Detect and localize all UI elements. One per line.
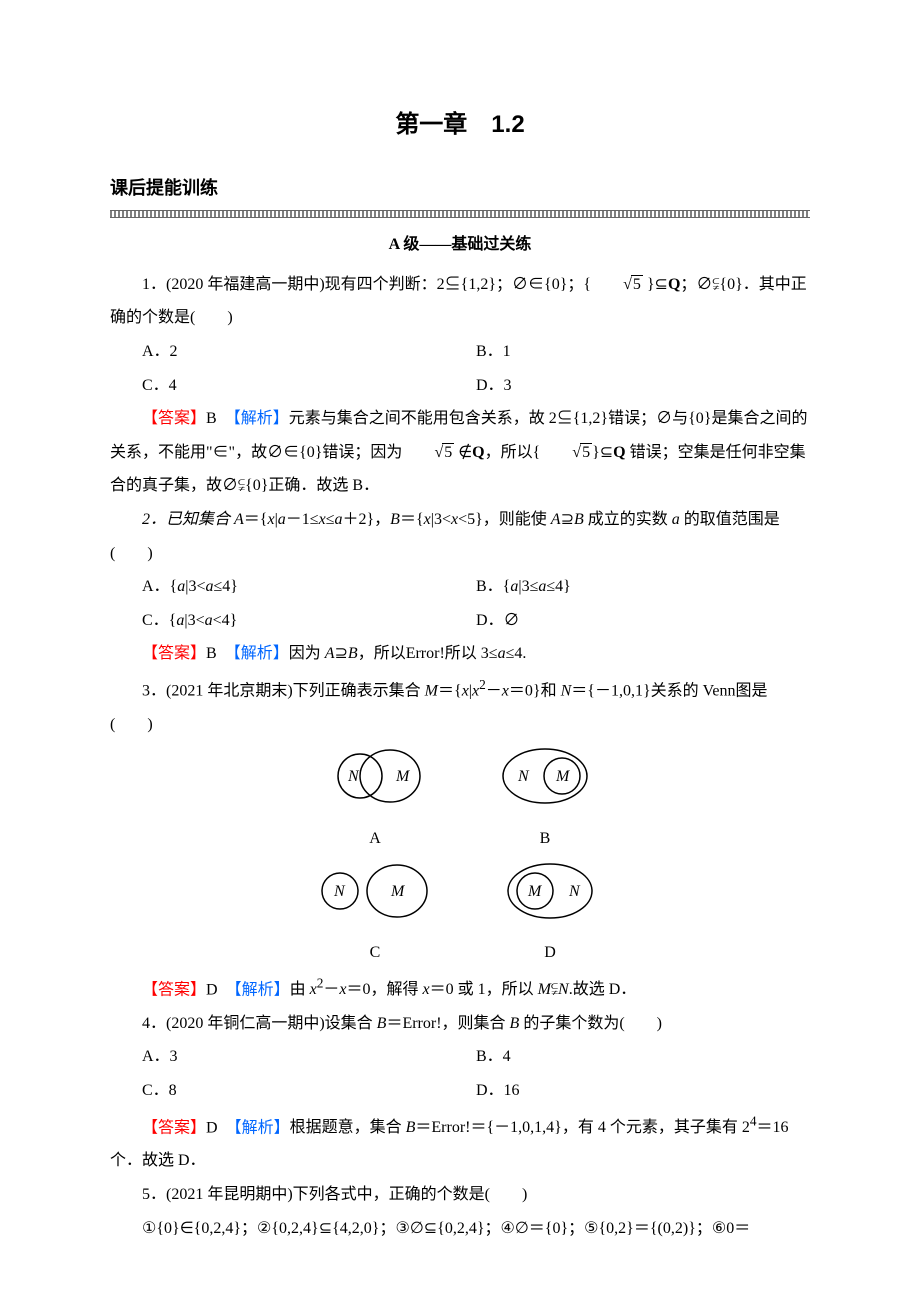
q4-answer: D (206, 1119, 234, 1136)
q1-exp-2: ，所以{ (485, 444, 541, 461)
sqrt-icon: 5 (540, 436, 592, 470)
q3-answer: D (206, 981, 234, 998)
q1-stem: 1．(2020 年福建高一期中)现有四个判断：2⊆{1,2}；∅∈{0}；{5 … (110, 268, 810, 335)
q1-stem-mid: }⊆ (643, 276, 668, 293)
venn-c: N M C (315, 860, 435, 970)
section-divider (110, 210, 810, 218)
explain-label: 【解析】 (234, 1119, 290, 1136)
q4-solution: 【答案】D 【解析】根据题意，集合 B＝Error!＝{－1,0,1,4}，有 … (110, 1108, 810, 1179)
svg-text:M: M (555, 768, 571, 785)
q4-stem: 4．(2020 年铜仁高一期中)设集合 B＝Error!，则集合 B 的子集个数… (110, 1007, 810, 1041)
chapter-title: 第一章 1.2 (110, 100, 810, 150)
venn-label-b: B (490, 822, 600, 856)
svg-text:N: N (517, 768, 530, 785)
q1-opt-d: D．3 (476, 369, 810, 403)
q1-exp-3: }⊆ (592, 444, 613, 461)
venn-diagram-a: N M (320, 745, 430, 807)
sqrt-icon: 5 (402, 436, 454, 470)
q3-exp: 由 x2－x＝0，解得 x＝0 或 1，所以 M⫋N.故选 D． (290, 981, 637, 998)
q1-answer: B (206, 410, 233, 427)
explain-label: 【解析】 (234, 981, 290, 998)
venn-label-a: A (320, 822, 430, 856)
q1-opt-c: C．4 (142, 369, 476, 403)
q1-sqrt5: 5 (631, 275, 643, 293)
q4-opt-d: D．16 (476, 1074, 810, 1108)
level-a-title: A 级——基础过关练 (110, 228, 810, 262)
sqrt-icon: 5 (591, 268, 643, 302)
q1-opt-a: A．2 (142, 335, 476, 369)
q2-solution: 【答案】B 【解析】因为 A⊇B，所以Error!所以 3≤a≤4. (110, 637, 810, 671)
q2-opt-b: B．{a|3≤a≤4} (476, 570, 810, 604)
venn-label-c: C (315, 936, 435, 970)
q3-solution: 【答案】D 【解析】由 x2－x＝0，解得 x＝0 或 1，所以 M⫋N.故选 … (110, 970, 810, 1007)
q2-stem: 2．已知集合 A＝{x|a－1≤x≤a＋2}，B＝{x|3<x<5}，则能使 A… (110, 503, 810, 570)
explain-label: 【解析】 (233, 410, 289, 427)
svg-text:N: N (333, 883, 346, 900)
q4-opt-a: A．3 (142, 1040, 476, 1074)
answer-label: 【答案】 (142, 981, 206, 998)
svg-text:M: M (527, 883, 543, 900)
q1-exp-sqrt-b: 5 (580, 443, 592, 461)
svg-text:N: N (568, 883, 581, 900)
q1-options: A．2 B．1 C．4 D．3 (110, 335, 810, 402)
venn-diagram-b: N M (490, 745, 600, 807)
q2-stem-text: 2．已知集合 A＝{x|a－1≤x≤a＋2}，B＝{x|3<x<5}，则能使 A… (110, 511, 780, 562)
q1-solution: 【答案】B 【解析】元素与集合之间不能用包含关系，故 2⊆{1,2}错误；∅与{… (110, 402, 810, 503)
q1-opt-b: B．1 (476, 335, 810, 369)
q2-exp: 因为 A⊇B，所以Error!所以 3≤a≤4. (289, 645, 527, 662)
explain-label: 【解析】 (233, 645, 289, 662)
q2-opt-d: D．∅ (476, 604, 810, 638)
venn-d: M N D (495, 860, 605, 970)
venn-a: N M A (320, 745, 430, 855)
set-q: Q (613, 444, 625, 461)
q1-exp-notin: ∉ (454, 444, 472, 461)
section-title: 课后提能训练 (110, 170, 810, 208)
venn-label-d: D (495, 936, 605, 970)
q2-opt-c: C．{a|3<a<4} (142, 604, 476, 638)
q4-opt-c: C．8 (142, 1074, 476, 1108)
q5-stem: 5．(2021 年昆明期中)下列各式中，正确的个数是( ) (110, 1178, 810, 1212)
venn-diagram-d: M N (495, 860, 605, 922)
q5-line2: ①{0}∈{0,2,4}；②{0,2,4}⊆{4,2,0}；③∅⊆{0,2,4}… (110, 1212, 810, 1246)
q2-opt-a: A．{a|3<a≤4} (142, 570, 476, 604)
svg-text:N: N (347, 768, 360, 785)
q1-exp-sqrt-a: 5 (442, 443, 454, 461)
set-q: Q (668, 276, 680, 293)
q3-venn-row1: N M A N M B (110, 745, 810, 855)
answer-label: 【答案】 (142, 645, 206, 662)
q4-opt-b: B．4 (476, 1040, 810, 1074)
q4-options: A．3 B．4 C．8 D．16 (110, 1040, 810, 1107)
svg-text:M: M (395, 768, 411, 785)
q2-options: A．{a|3<a≤4} B．{a|3≤a≤4} C．{a|3<a<4} D．∅ (110, 570, 810, 637)
set-q: Q (472, 444, 484, 461)
venn-b: N M B (490, 745, 600, 855)
venn-diagram-c: N M (315, 860, 435, 922)
svg-text:M: M (390, 883, 406, 900)
q1-stem-pre: 1．(2020 年福建高一期中)现有四个判断：2⊆{1,2}；∅∈{0}；{ (142, 276, 591, 293)
answer-label: 【答案】 (142, 410, 206, 427)
answer-label: 【答案】 (142, 1119, 206, 1136)
q3-venn-row2: N M C M N D (110, 860, 810, 970)
q3-stem: 3．(2021 年北京期末)下列正确表示集合 M＝{x|x2－x＝0}和 N＝{… (110, 671, 810, 742)
q2-answer: B (206, 645, 233, 662)
